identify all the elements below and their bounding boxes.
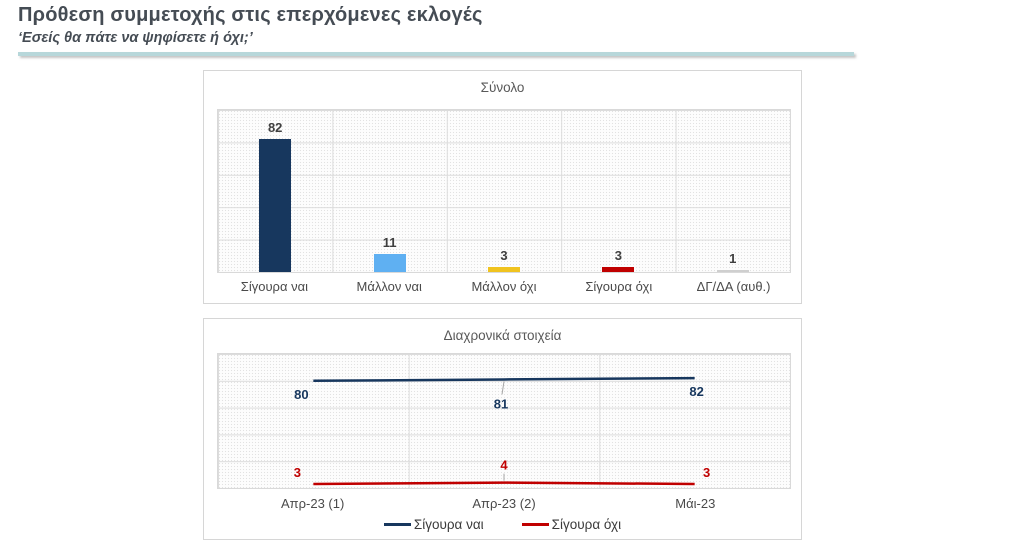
point-value-label: 4 <box>500 458 508 473</box>
legend-label: Σίγουρα ναι <box>413 517 484 532</box>
page-title: Πρόθεση συμμετοχής στις επερχόμενες εκλο… <box>18 4 483 26</box>
category-label: Απρ-23 (1) <box>281 496 345 511</box>
bar-0 <box>259 139 292 272</box>
category-label: Μάλλον όχι <box>471 279 537 294</box>
line-chart-title: Διαχρονικά στοιχεία <box>443 328 562 343</box>
category-label: Απρ-23 (2) <box>472 496 536 511</box>
legend-item-Σίγουρα όχι: Σίγουρα όχι <box>521 517 622 532</box>
category-label: Σίγουρα όχι <box>585 279 653 294</box>
bar-value-label: 82 <box>267 120 283 136</box>
category-label: ΔΓ/ΔΑ (αυθ.) <box>696 279 771 294</box>
point-value-label: 82 <box>689 384 703 399</box>
bar-value-label: 1 <box>729 251 737 267</box>
bar-1 <box>373 254 406 272</box>
bar-2 <box>488 267 520 272</box>
label-leader-line <box>501 381 505 395</box>
bar-value-label: 3 <box>614 248 622 264</box>
line-chart-legend: Σίγουρα ναι Σίγουρα όχι <box>204 517 801 532</box>
line-chart-plot-area: 80 81 82 3 4 3 <box>217 353 791 489</box>
point-value-label: 3 <box>294 465 301 480</box>
line-chart-category-labels: Απρ-23 (1) Απρ-23 (2) Μάι-23 <box>217 496 791 511</box>
bar-4 <box>716 270 749 272</box>
point-value-label: 3 <box>703 465 710 480</box>
legend-line-swatch <box>383 523 411 526</box>
legend-item-Σίγουρα ναι: Σίγουρα ναι <box>383 517 484 532</box>
series-line-Σίγουρα όχι <box>313 481 695 486</box>
header-divider <box>18 52 854 56</box>
legend-label: Σίγουρα όχι <box>551 517 622 532</box>
category-label: Μάι-23 <box>675 496 716 511</box>
bar-value-label: 11 <box>382 235 397 251</box>
category-label: Μάλλον ναι <box>356 279 422 294</box>
bar-value-label: 3 <box>500 248 508 264</box>
point-value-label: 80 <box>294 387 308 402</box>
page-subtitle: ‘Εσείς θα πάτε να ψηφίσετε ή όχι;’ <box>18 30 253 46</box>
point-value-label: 81 <box>494 396 508 411</box>
line-chart-card: Διαχρονικά στοιχεία 80 81 82 3 4 3 Απρ-23 (1)… <box>203 318 802 540</box>
bar-chart-card: Σύνολο 82 11 3 3 1 Σίγουρα ναι Μάλλον ναι Μάλλ… <box>203 70 802 304</box>
bar-3 <box>602 267 635 272</box>
bar-chart-title: Σύνολο <box>480 80 525 95</box>
legend-line-swatch <box>521 523 549 526</box>
series-line-Σίγουρα ναι <box>313 376 695 383</box>
category-label: Σίγουρα ναι <box>240 279 308 294</box>
bar-chart-category-labels: Σίγουρα ναι Μάλλον ναι Μάλλον όχι Σίγουρα ό… <box>217 279 791 294</box>
line-chart-svg: 80 81 82 3 4 3 <box>294 376 710 486</box>
bar-chart-plot-area: 82 11 3 3 1 <box>217 109 791 273</box>
